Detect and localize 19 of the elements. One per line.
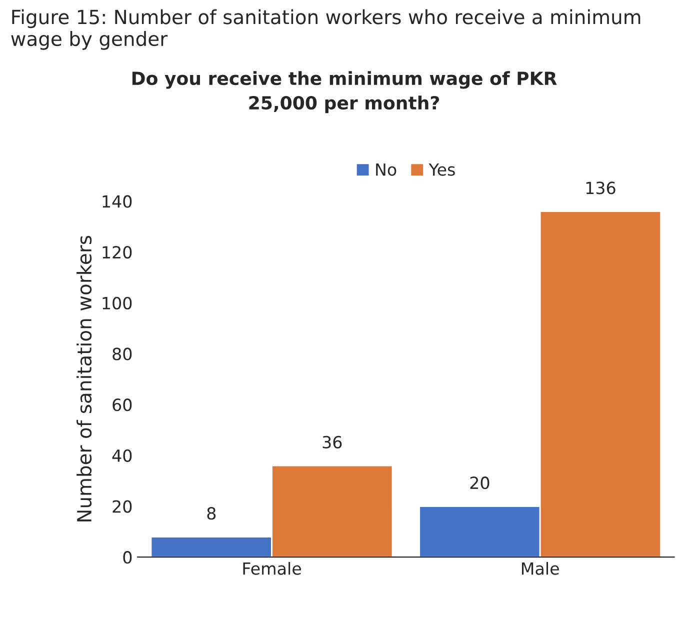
data-label: 36: [322, 436, 342, 448]
y-tick-label: 40: [112, 449, 132, 462]
y-tick-label: 80: [112, 348, 132, 360]
y-tick-label: 100: [102, 296, 132, 310]
data-label: 20: [470, 476, 490, 490]
x-tick-label: Male: [522, 562, 559, 575]
y-tick-label: 60: [112, 398, 132, 412]
y-axis-title: Number of sanitation workers: [76, 236, 92, 522]
data-label: 136: [586, 182, 616, 194]
legend-label: Yes: [428, 163, 455, 176]
data-label: 8: [207, 507, 216, 520]
y-tick-label: 0: [123, 551, 132, 564]
y-tick-label: 140: [102, 195, 132, 208]
legend-label: No: [376, 163, 396, 176]
y-tick-label: 120: [102, 246, 132, 259]
y-tick-label: 20: [112, 500, 132, 513]
chart-subtitle: Do you receive the minimum wage of PKR 25,000 per month?: [132, 71, 557, 114]
x-tick-label: Female: [243, 562, 301, 575]
chart-title: Figure 15: Number of sanitation workers who receive a minimum wage by gender: [11, 9, 640, 50]
